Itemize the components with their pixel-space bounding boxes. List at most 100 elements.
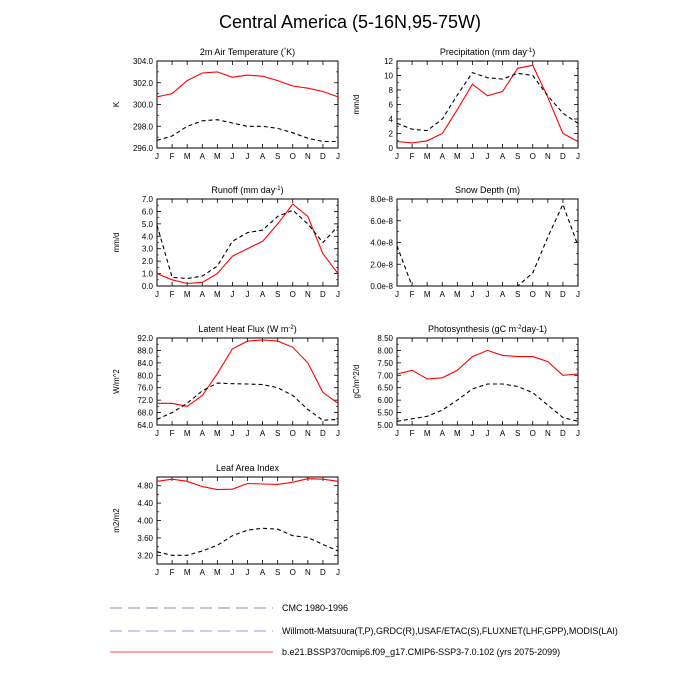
series-line-model xyxy=(156,203,339,285)
y-tick-label: 1.0 xyxy=(142,270,154,279)
x-tick-label: M xyxy=(214,152,221,161)
x-tick-label: N xyxy=(545,429,551,438)
x-tick-label: M xyxy=(184,568,191,577)
y-tick-label: 6.0 xyxy=(142,207,154,216)
x-tick-label: A xyxy=(440,152,446,161)
x-tick-label: O xyxy=(290,429,296,438)
x-tick-label: M xyxy=(424,429,431,438)
y-tick-label: 68.0 xyxy=(137,409,153,418)
x-tick-label: J xyxy=(336,429,340,438)
y-tick-label: 3.60 xyxy=(137,534,153,543)
y-tick-label: 5.50 xyxy=(377,409,393,418)
series-line-model xyxy=(396,349,579,380)
x-tick-label: S xyxy=(515,290,520,299)
chart-panel-5: Latent Heat Flux (W m-2)J F M A M J J A S O N D J64.… xyxy=(112,324,340,438)
x-tick-label: M xyxy=(184,152,191,161)
legend-label-2: Willmott-Matsuura(T,P),GRDC(R),USAF/ETAC… xyxy=(282,626,618,636)
panel-title: Snow Depth (m) xyxy=(455,185,520,195)
x-tick-label: A xyxy=(500,429,506,438)
x-tick-label: O xyxy=(290,152,296,161)
y-tick-label: 7.50 xyxy=(377,359,393,368)
x-tick-label: J xyxy=(230,152,234,161)
x-tick-label: A xyxy=(500,290,506,299)
x-tick-label: M xyxy=(214,568,221,577)
legend-label-3: b.e21.BSSP370cmip6.f09_g17.CMIP6-SSP3-7.… xyxy=(282,647,560,657)
y-tick-label: 2.0e-8 xyxy=(370,260,393,269)
x-tick-label: J xyxy=(470,429,474,438)
y-axis-label: mm/d xyxy=(352,95,361,115)
chart-panel-2: Precipitation (mm day-1)J F M A M J J A S O N D J024… xyxy=(352,47,580,161)
panel-title: Leaf Area Index xyxy=(216,463,280,473)
x-tick-label: N xyxy=(305,152,311,161)
x-tick-label: N xyxy=(305,568,311,577)
x-tick-label: J xyxy=(155,429,159,438)
x-tick-label: J xyxy=(576,290,580,299)
x-tick-label: F xyxy=(410,290,415,299)
y-tick-label: 6.0e-8 xyxy=(370,217,393,226)
x-tick-label: J xyxy=(486,152,490,161)
plot-frame xyxy=(156,198,339,287)
x-tick-label: M xyxy=(424,290,431,299)
series-line-model xyxy=(157,339,339,407)
y-tick-label: 8.00 xyxy=(377,346,393,355)
x-tick-label: J xyxy=(230,429,234,438)
x-tick-label: A xyxy=(260,568,266,577)
x-tick-label: A xyxy=(200,290,206,299)
y-tick-label: 5.0 xyxy=(142,220,154,229)
x-tick-label: J xyxy=(470,290,474,299)
x-tick-label: A xyxy=(200,568,206,577)
x-tick-label: O xyxy=(290,290,296,299)
y-tick-label: 10 xyxy=(384,72,393,81)
x-tick-label: J xyxy=(246,568,250,577)
y-tick-label: 0.0e-8 xyxy=(370,282,393,291)
x-tick-label: F xyxy=(410,152,415,161)
x-tick-label: M xyxy=(214,290,221,299)
x-tick-label: A xyxy=(260,290,266,299)
x-tick-label: M xyxy=(454,152,461,161)
y-tick-label: 76.0 xyxy=(137,384,153,393)
x-tick-label: D xyxy=(320,568,326,577)
x-tick-label: A xyxy=(260,152,266,161)
y-tick-label: 300.0 xyxy=(133,101,154,110)
y-tick-label: 4.80 xyxy=(137,482,153,491)
x-tick-label: F xyxy=(170,568,175,577)
chart-panel-6: Photosynthesis (gC m-2day-1)J F M A M J J A S O N D… xyxy=(352,324,580,438)
series-line-obs xyxy=(156,382,339,421)
x-tick-label: J xyxy=(486,429,490,438)
y-tick-label: 0.0 xyxy=(142,282,154,291)
x-tick-label: J xyxy=(155,290,159,299)
panel-title: Precipitation (mm day-1) xyxy=(440,47,535,57)
y-tick-label: 8.0e-8 xyxy=(370,195,393,204)
y-tick-label: 6.50 xyxy=(377,384,393,393)
x-tick-label: M xyxy=(454,290,461,299)
x-tick-label: J xyxy=(155,568,159,577)
series-line-obs xyxy=(396,383,579,422)
y-tick-label: 88.0 xyxy=(137,346,153,355)
x-tick-label: J xyxy=(336,568,340,577)
x-tick-label: A xyxy=(200,429,206,438)
series-line-model xyxy=(156,478,339,491)
x-tick-label: J xyxy=(395,290,399,299)
plot-frame xyxy=(156,476,339,565)
x-tick-label: N xyxy=(545,152,551,161)
y-tick-label: 302.0 xyxy=(133,79,154,88)
figure-title: Central America (5-16N,95-75W) xyxy=(219,12,481,32)
x-tick-label: D xyxy=(560,152,566,161)
y-tick-label: 5.00 xyxy=(377,421,393,430)
plot-frame xyxy=(156,60,339,149)
x-tick-label: J xyxy=(486,290,490,299)
chart-panel-3: Runoff (mm day-1)J F M A M J J A S O N D J0.01.02.03… xyxy=(112,185,340,299)
series-line-obs xyxy=(396,202,579,287)
x-tick-label: M xyxy=(214,429,221,438)
panel-title: Latent Heat Flux (W m-2) xyxy=(198,324,296,334)
x-tick-label: S xyxy=(275,290,280,299)
y-tick-label: 8.50 xyxy=(377,334,393,343)
y-axis-label: m2/m2 xyxy=(112,508,121,533)
x-tick-label: J xyxy=(395,152,399,161)
y-tick-label: 296.0 xyxy=(133,144,154,153)
x-tick-label: J xyxy=(576,429,580,438)
x-tick-label: M xyxy=(184,429,191,438)
y-tick-label: 304.0 xyxy=(133,57,154,66)
x-tick-label: D xyxy=(320,429,326,438)
